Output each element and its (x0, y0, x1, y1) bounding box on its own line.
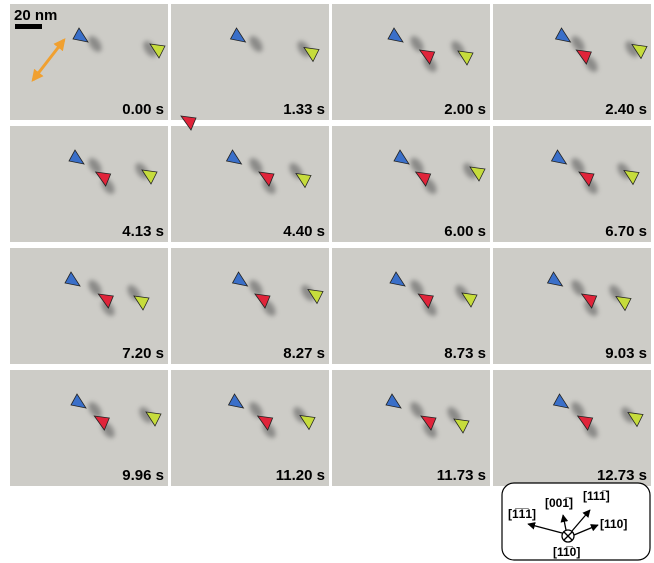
time-label: 9.96 s (122, 467, 164, 484)
time-label: 7.20 s (122, 345, 164, 362)
time-label: 9.03 s (605, 345, 647, 362)
direction-label: [111̅] (583, 489, 610, 503)
direction-label: [110] (600, 517, 627, 531)
time-label: 2.40 s (605, 101, 647, 118)
direction-key: [1̅1̅1] [001̅] [111̅] [110] [11̅0] (502, 483, 650, 560)
frame-grid: 0.00 s 1.33 s 2.00 s 2.40 s 4.13 s 4.40 s 6.00… (10, 4, 651, 486)
scale-label: 20 nm (14, 7, 57, 24)
time-label: 11.73 s (437, 467, 486, 484)
scale-bar (15, 24, 42, 29)
direction-label: [001̅] (545, 496, 573, 510)
time-label: 4.13 s (122, 223, 164, 240)
time-label: 8.73 s (444, 345, 486, 362)
time-label: 11.20 s (276, 467, 325, 484)
time-label: 6.00 s (444, 223, 486, 240)
time-label: 0.00 s (122, 101, 164, 118)
direction-label: [1̅1̅1] (508, 507, 536, 521)
direction-label: [11̅0] (553, 545, 580, 559)
time-label: 6.70 s (605, 223, 647, 240)
time-label: 2.00 s (444, 101, 486, 118)
time-label: 12.73 s (597, 467, 647, 484)
time-label: 4.40 s (283, 223, 325, 240)
figure: 0.00 s 1.33 s 2.00 s 2.40 s 4.13 s 4.40 s 6.00… (0, 0, 654, 563)
time-label: 1.33 s (283, 101, 325, 118)
time-label: 8.27 s (283, 345, 325, 362)
